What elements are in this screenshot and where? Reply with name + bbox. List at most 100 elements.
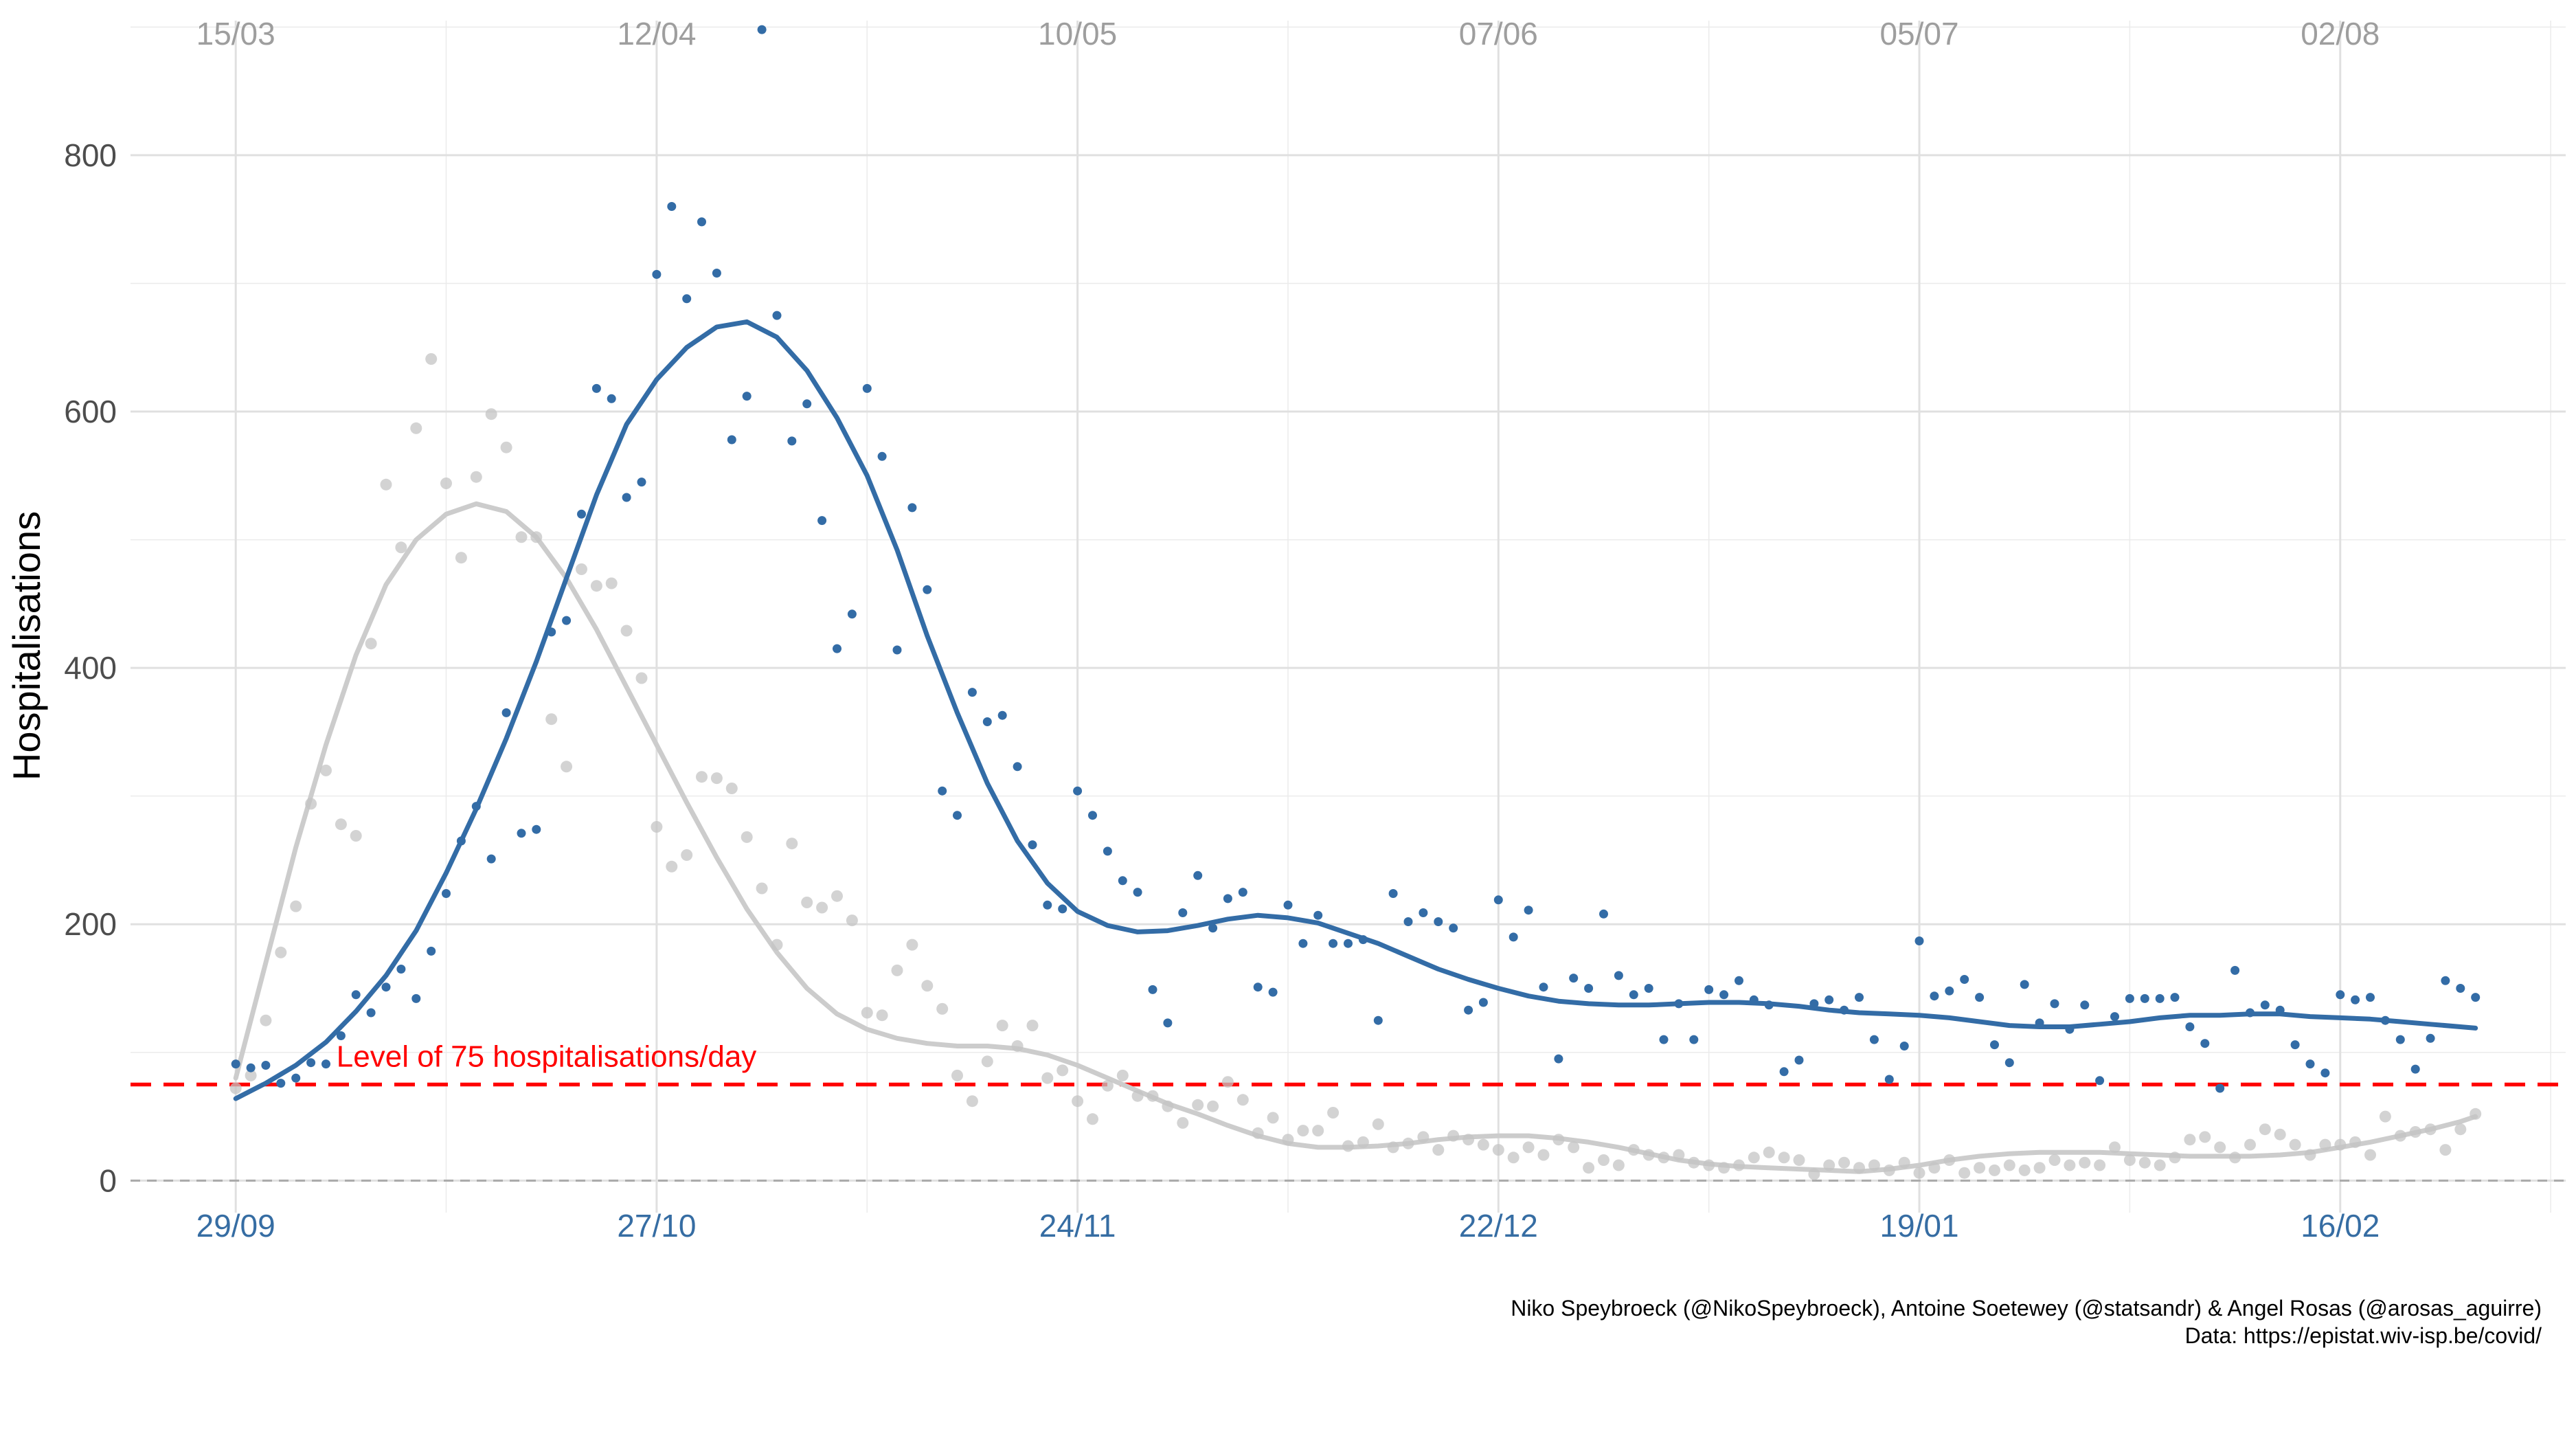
first-wave-point-71 — [1297, 1125, 1309, 1137]
current-wave-point-143 — [2380, 1015, 2390, 1025]
first-wave-point-37 — [786, 838, 798, 850]
first-wave-point-28 — [651, 821, 663, 833]
first-wave-point-57 — [1087, 1113, 1098, 1125]
first-wave-point-148 — [2454, 1123, 2467, 1136]
top-x-tick-label-140: 02/08 — [2301, 16, 2380, 52]
current-wave-point-18 — [501, 708, 511, 717]
current-wave-point-94 — [1644, 984, 1653, 993]
first-wave-point-97 — [1688, 1156, 1700, 1169]
top-x-axis-tick-labels: 15/03 12/04 10/05 07/06 05/07 02/08 — [196, 16, 2380, 52]
first-wave-point-123 — [2079, 1156, 2091, 1169]
first-wave-point-77 — [1387, 1141, 1399, 1154]
current-wave-point-47 — [938, 786, 947, 796]
first-wave-point-111 — [1898, 1156, 1910, 1169]
current-wave-point-41 — [847, 609, 857, 619]
y-tick-label-0: 0 — [99, 1162, 117, 1198]
current-wave-point-32 — [712, 269, 721, 278]
first-wave-point-107 — [1838, 1156, 1851, 1169]
first-wave-point-143 — [2379, 1110, 2391, 1123]
first-wave-point-94 — [1642, 1149, 1655, 1161]
current-wave-point-99 — [1719, 990, 1729, 1000]
first-wave-point-27 — [635, 672, 648, 684]
current-wave-point-102 — [1764, 1000, 1774, 1010]
first-wave-point-6 — [320, 764, 332, 776]
current-wave-point-131 — [2200, 1039, 2210, 1048]
current-wave-point-66 — [1223, 894, 1232, 903]
top-x-tick-label-56: 10/05 — [1038, 16, 1117, 52]
first-wave-point-75 — [1357, 1136, 1369, 1148]
first-wave-point-96 — [1673, 1149, 1685, 1161]
first-wave-point-116 — [1974, 1162, 1986, 1174]
first-wave-point-74 — [1342, 1140, 1354, 1152]
first-wave-point-88 — [1552, 1134, 1565, 1146]
first-wave-point-149 — [2470, 1108, 2482, 1120]
first-wave-point-14 — [440, 478, 452, 489]
reference-line-label: Level of 75 hospitalisations/day — [337, 1040, 757, 1073]
first-wave-point-21 — [545, 713, 558, 726]
current-wave-point-51 — [997, 710, 1007, 720]
first-wave-point-103 — [1778, 1152, 1790, 1164]
first-wave-point-81 — [1447, 1130, 1460, 1142]
top-x-tick-label-28: 12/04 — [617, 16, 696, 52]
first-wave-point-84 — [1492, 1144, 1504, 1156]
first-wave-point-132 — [2214, 1141, 2226, 1154]
current-wave-point-127 — [2140, 993, 2149, 1003]
current-wave-point-96 — [1674, 999, 1684, 1009]
current-wave-point-9 — [366, 1008, 376, 1018]
first-wave-point-138 — [2304, 1149, 2316, 1161]
first-wave-point-64 — [1192, 1099, 1204, 1111]
first-wave-point-47 — [936, 1002, 949, 1015]
first-wave-point-110 — [1883, 1164, 1895, 1176]
current-wave-point-68 — [1253, 982, 1263, 992]
current-wave-point-61 — [1148, 985, 1157, 994]
current-wave-point-56 — [1073, 786, 1083, 796]
current-wave-point-25 — [607, 394, 616, 403]
current-wave-point-132 — [2215, 1083, 2225, 1093]
first-wave-point-13 — [425, 353, 438, 365]
current-wave-point-86 — [1524, 906, 1533, 915]
current-wave-point-5 — [306, 1058, 316, 1068]
current-wave-point-21 — [547, 627, 556, 637]
current-wave-point-92 — [1614, 971, 1623, 980]
current-wave-point-22 — [562, 616, 572, 625]
first-wave-point-70 — [1282, 1134, 1294, 1146]
current-wave-smooth-line — [233, 319, 2478, 1101]
current-wave-point-126 — [2125, 993, 2134, 1003]
first-wave-point-79 — [1417, 1131, 1430, 1143]
current-wave-point-57 — [1088, 811, 1097, 820]
current-wave-point-88 — [1554, 1054, 1563, 1064]
first-wave-point-3 — [275, 946, 287, 958]
current-wave-point-104 — [1794, 1055, 1804, 1065]
bottom-x-tick-label-56: 24/11 — [1039, 1208, 1116, 1244]
current-wave-point-3 — [276, 1079, 286, 1088]
current-wave-point-105 — [1809, 999, 1819, 1009]
current-wave-point-83 — [1478, 998, 1488, 1007]
first-wave-point-19 — [515, 531, 528, 543]
current-wave-point-12 — [411, 993, 421, 1003]
current-wave-point-44 — [892, 645, 902, 655]
first-wave-point-25 — [605, 577, 618, 589]
first-wave-point-9 — [365, 638, 377, 650]
first-wave-point-83 — [1477, 1138, 1489, 1151]
current-wave-point-26 — [622, 493, 631, 502]
first-wave-point-62 — [1162, 1100, 1174, 1112]
first-wave-point-2 — [260, 1014, 272, 1026]
first-wave-point-95 — [1658, 1152, 1670, 1164]
current-wave-point-109 — [1869, 1035, 1879, 1044]
first-wave-point-104 — [1793, 1154, 1805, 1166]
current-wave-point-93 — [1629, 990, 1638, 1000]
y-tick-label-400: 400 — [64, 650, 117, 686]
current-wave-point-114 — [1945, 986, 1954, 996]
current-wave-point-133 — [2230, 965, 2240, 975]
current-wave-point-149 — [2471, 993, 2481, 1002]
first-wave-point-16 — [470, 471, 482, 483]
first-wave-point-108 — [1853, 1162, 1865, 1174]
first-wave-point-44 — [891, 964, 903, 976]
current-wave-point-75 — [1358, 935, 1368, 945]
current-wave-point-39 — [817, 516, 827, 526]
first-wave-point-126 — [2123, 1154, 2136, 1166]
first-wave-point-48 — [951, 1069, 963, 1081]
current-wave-point-28 — [652, 269, 662, 279]
current-wave-point-100 — [1735, 976, 1743, 985]
